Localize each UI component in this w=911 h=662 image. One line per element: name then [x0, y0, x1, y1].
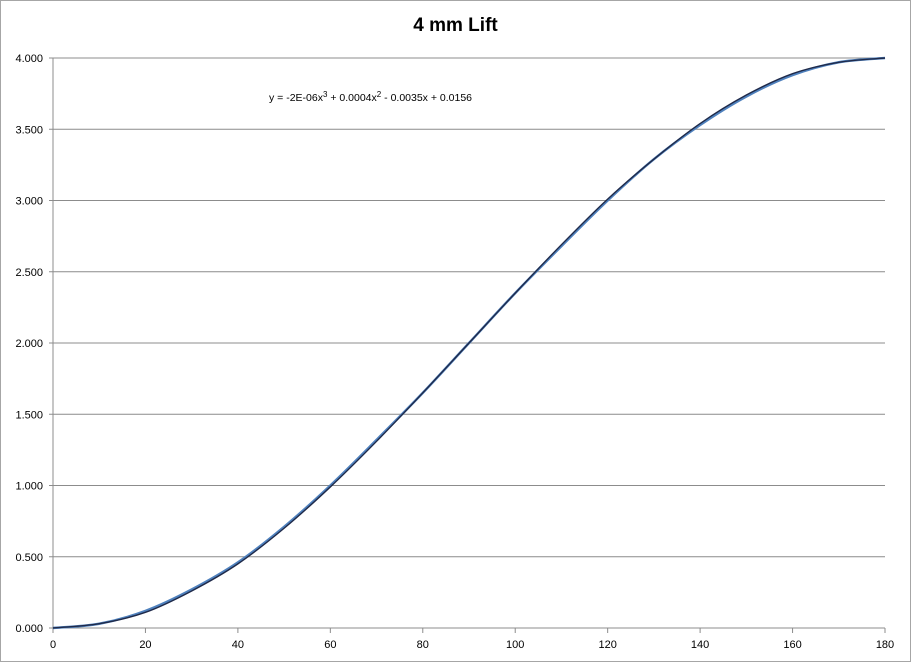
y-tick-label: 2.000 [15, 338, 43, 350]
x-tick-label: 160 [783, 639, 801, 651]
y-tick-label: 1.500 [15, 409, 43, 421]
y-tick-label: 3.500 [15, 124, 43, 136]
x-tick-label: 40 [232, 639, 244, 651]
x-tick-label: 120 [598, 639, 616, 651]
x-tick-label: 180 [876, 639, 894, 651]
axes: 0.000 0.500 1.000 1.500 2.000 2.500 3.000 3.500… [15, 53, 894, 651]
gridlines [53, 57, 885, 558]
x-tick-label: 60 [324, 639, 336, 651]
series-line-2 [52, 57, 886, 629]
x-tick-label: 20 [139, 639, 151, 651]
y-tick-label: 4.000 [15, 53, 43, 65]
y-tick-label: 0.000 [15, 623, 43, 635]
x-tick-label: 80 [417, 639, 429, 651]
trendline-equation: y = -2E-06x3 + 0.0004x2 - 0.0035x + 0.01… [269, 90, 472, 105]
y-tick-label: 3.000 [15, 196, 43, 208]
y-tick-label: 2.500 [15, 267, 43, 279]
chart-title: 4 mm Lift [413, 15, 498, 36]
y-tick-label: 1.000 [15, 481, 43, 493]
x-tick-label: 140 [691, 639, 709, 651]
series-layer [52, 56, 886, 630]
x-tick-label: 0 [50, 639, 56, 651]
y-tick-label: 0.500 [15, 552, 43, 564]
x-tick-label: 100 [506, 639, 524, 651]
